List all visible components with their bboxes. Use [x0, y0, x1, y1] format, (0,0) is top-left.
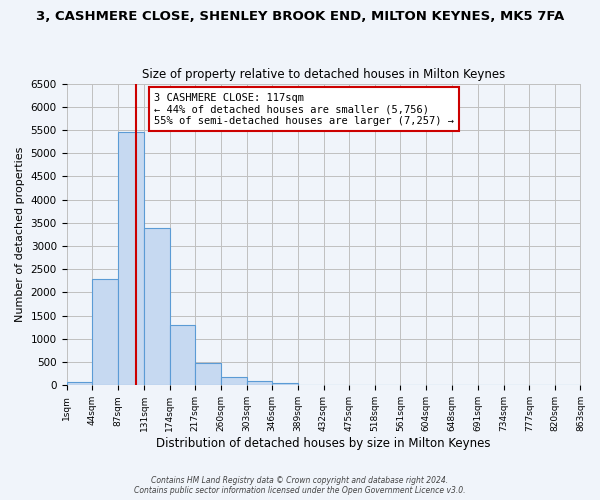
- Bar: [144, 228, 170, 386]
- Bar: [170, 324, 196, 386]
- Bar: [67, 382, 92, 386]
- Bar: [196, 363, 221, 386]
- X-axis label: Distribution of detached houses by size in Milton Keynes: Distribution of detached houses by size …: [156, 437, 491, 450]
- Bar: [92, 280, 118, 386]
- Bar: [221, 376, 247, 386]
- Bar: [118, 132, 144, 386]
- Bar: [247, 381, 272, 386]
- Text: 3 CASHMERE CLOSE: 117sqm
← 44% of detached houses are smaller (5,756)
55% of sem: 3 CASHMERE CLOSE: 117sqm ← 44% of detach…: [154, 92, 454, 126]
- Text: 3, CASHMERE CLOSE, SHENLEY BROOK END, MILTON KEYNES, MK5 7FA: 3, CASHMERE CLOSE, SHENLEY BROOK END, MI…: [36, 10, 564, 23]
- Title: Size of property relative to detached houses in Milton Keynes: Size of property relative to detached ho…: [142, 68, 505, 81]
- Bar: [272, 383, 298, 386]
- Text: Contains HM Land Registry data © Crown copyright and database right 2024.
Contai: Contains HM Land Registry data © Crown c…: [134, 476, 466, 495]
- Y-axis label: Number of detached properties: Number of detached properties: [15, 147, 25, 322]
